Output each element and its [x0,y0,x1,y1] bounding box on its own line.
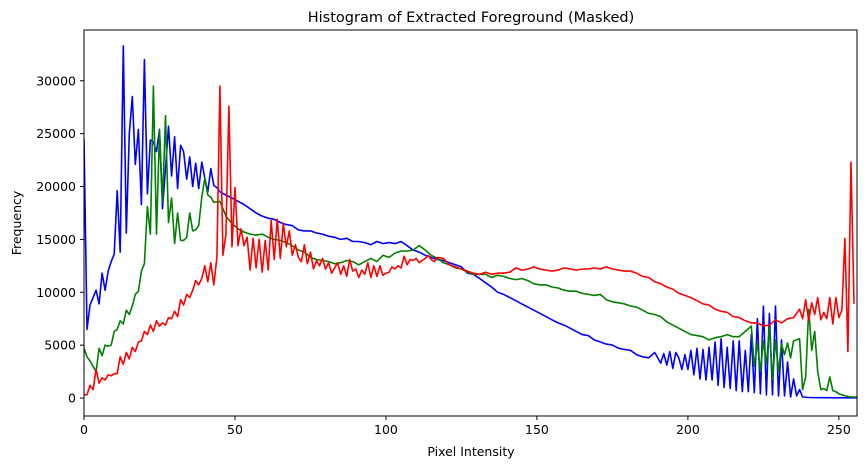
plot-area [84,45,857,399]
x-tick-label: 150 [525,422,549,437]
plot-frame [83,29,858,417]
y-tick-label: 25000 [36,126,76,141]
x-tick-label: 200 [676,422,700,437]
red-channel-line [84,85,855,396]
x-tick-label: 0 [80,422,88,437]
x-tick-label: 50 [227,422,243,437]
y-tick-label: 20000 [36,179,76,194]
y-tick-label: 5000 [44,338,76,353]
y-axis: 0 5000 10000 15000 20000 25000 30000 [36,73,84,406]
x-axis: 0 50 100 150 200 250 [80,416,851,437]
x-tick-label: 250 [827,422,851,437]
x-tick-label: 100 [374,422,398,437]
y-tick-label: 0 [68,391,76,406]
green-channel-line [84,85,857,398]
y-tick-label: 30000 [36,73,76,88]
y-axis-label: Frequency [9,190,24,255]
x-axis-label: Pixel Intensity [427,444,515,459]
blue-channel-line [84,45,857,399]
y-tick-label: 15000 [36,232,76,247]
chart-title: Histogram of Extracted Foreground (Maske… [308,10,635,26]
y-tick-label: 10000 [36,285,76,300]
